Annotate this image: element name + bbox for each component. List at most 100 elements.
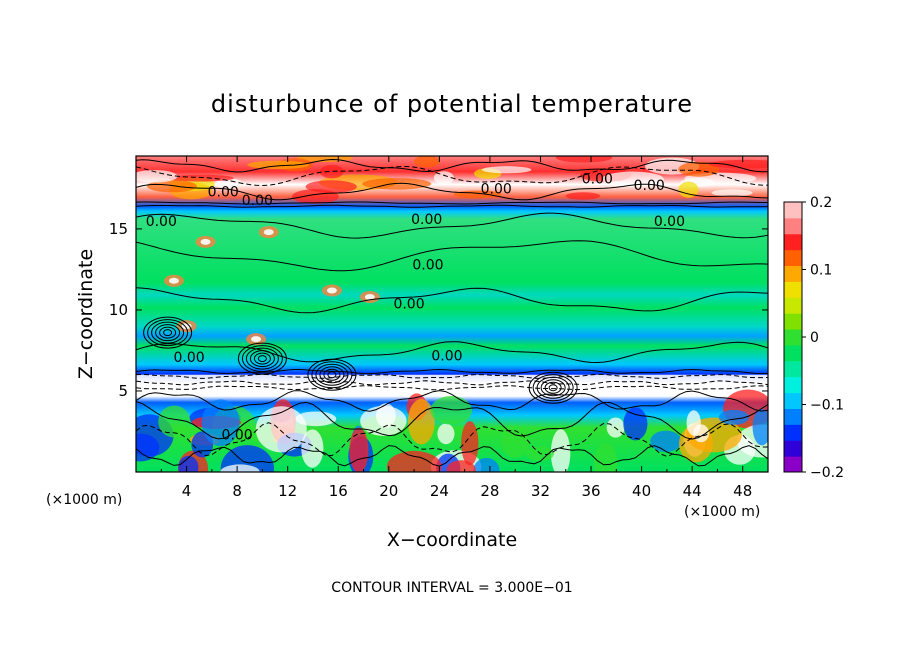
contour-ring	[143, 316, 193, 349]
contour-ring	[151, 321, 185, 344]
contour-line	[136, 385, 768, 391]
field-blob	[752, 408, 768, 446]
field-blob	[623, 407, 648, 441]
contour-ring	[163, 329, 173, 337]
field-blob	[437, 423, 455, 445]
colorbar-swatch	[784, 456, 802, 473]
colorbar-swatch	[784, 281, 802, 298]
field-blob	[708, 159, 768, 169]
colorbar-ticks: 0.2 0.1 0 −0.1 −0.2	[802, 195, 844, 481]
y-axis: 5 10 15	[109, 220, 768, 400]
field-blob	[319, 164, 344, 179]
x-tick-label: 12	[278, 482, 297, 500]
contour-label: 0.00	[634, 178, 665, 194]
x-tick-label: 44	[683, 482, 702, 500]
field-blob	[301, 429, 324, 468]
contour-label: 0.00	[431, 348, 462, 364]
contour-ring	[323, 368, 341, 381]
field-blob	[247, 160, 309, 170]
field-blob	[158, 405, 191, 438]
contour-line	[136, 445, 768, 467]
x-tick-label: 4	[182, 482, 192, 500]
contour-line	[136, 401, 768, 440]
contour-line	[136, 287, 768, 314]
contour-ring	[528, 371, 578, 404]
field-blob	[461, 421, 479, 466]
contour-line	[136, 158, 768, 173]
y-axis-title: Z−coordinate	[75, 249, 97, 379]
contour-ring	[237, 342, 287, 375]
field-blob	[430, 396, 473, 425]
colorbar-tick-label: 0.2	[810, 195, 832, 211]
field-blob	[550, 429, 571, 472]
field-blob	[178, 455, 199, 472]
colorbar-swatch	[784, 202, 802, 219]
field-blob	[593, 443, 618, 472]
contour-lines	[136, 158, 768, 467]
x-tick-label: 16	[329, 482, 348, 500]
colorbar-swatch	[784, 329, 802, 346]
x-tick-label: 8	[232, 482, 242, 500]
colorbar-swatch	[784, 408, 802, 425]
contour-ring	[315, 363, 349, 386]
field-blob	[678, 181, 699, 198]
y-tick-label: 10	[109, 301, 128, 319]
contour-ring	[544, 381, 562, 394]
field-blob	[650, 430, 682, 453]
contour-ring	[536, 376, 570, 399]
contour-ring	[532, 374, 574, 402]
plot-frame	[135, 155, 769, 473]
field-blob	[296, 156, 353, 162]
field-blob	[501, 426, 530, 458]
field-blob	[407, 398, 435, 445]
x-tick-label: 48	[733, 482, 752, 500]
colorbar-swatch	[784, 392, 802, 409]
contour-label: 0.00	[412, 258, 443, 274]
field-blob	[291, 189, 339, 204]
colorbar-swatch	[784, 265, 802, 282]
contour-line	[136, 373, 768, 379]
field-texture	[136, 156, 768, 472]
contour-line	[136, 182, 768, 201]
x-unit-label-left: (×1000 m)	[46, 492, 122, 508]
field-blob	[446, 460, 476, 472]
x-axis-title: X−coordinate	[387, 529, 517, 551]
field-blob	[168, 277, 179, 284]
x-tick-label: 32	[531, 482, 550, 500]
field-blob	[693, 424, 709, 443]
contour-ring	[257, 355, 267, 363]
contour-line	[136, 204, 768, 208]
contour-line	[136, 390, 768, 412]
contour-label: 0.00	[393, 296, 424, 312]
field-blob	[386, 450, 442, 472]
contour-line	[136, 201, 768, 205]
x-tick-label: 24	[430, 482, 449, 500]
x-unit-label-right: (×1000 m)	[684, 504, 760, 520]
colorbar-swatch	[784, 424, 802, 441]
colorbar-tick-label: 0.1	[810, 263, 832, 279]
contour-line	[136, 380, 768, 386]
contour-ring	[147, 319, 189, 347]
contour-label: 0.00	[242, 193, 273, 209]
field-blob	[473, 457, 500, 472]
contour-ring	[245, 347, 279, 370]
colorbar-swatch	[784, 233, 802, 251]
colorbar-tick-label: −0.2	[810, 465, 844, 481]
contour-ring	[319, 366, 345, 384]
chart-title: disturbunce of potential temperature	[211, 90, 693, 118]
field-blob	[481, 166, 532, 174]
colorbar-swatch	[784, 313, 802, 330]
contour-line	[136, 166, 768, 187]
field-blob	[413, 156, 441, 168]
field-blob	[565, 192, 601, 200]
x-tick-label: 40	[632, 482, 651, 500]
contour-ring	[311, 361, 353, 389]
contour-label: 0.00	[654, 214, 685, 230]
field-blob	[263, 229, 274, 236]
contour-label: 0.00	[411, 212, 442, 228]
colorbar-swatch	[784, 217, 802, 235]
field-blob	[326, 287, 337, 294]
colorbar-swatch	[784, 360, 802, 378]
contour-label: 0.00	[146, 214, 177, 230]
